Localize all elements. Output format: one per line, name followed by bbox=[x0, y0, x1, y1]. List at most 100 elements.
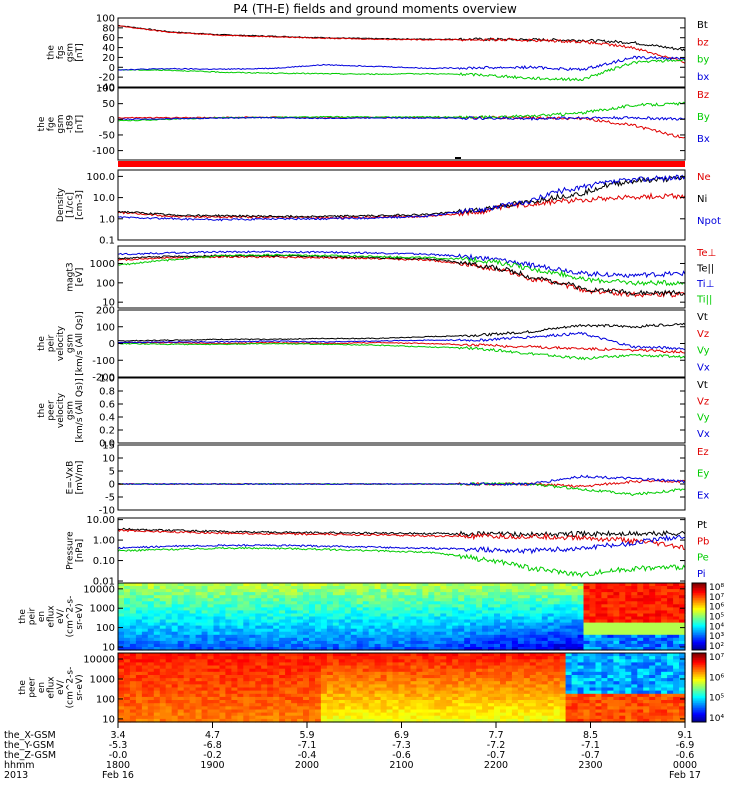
spectrogram-cell bbox=[189, 665, 197, 670]
spectrogram-cell bbox=[147, 715, 155, 720]
spectrogram-cell bbox=[559, 671, 567, 676]
spectrogram-cell bbox=[207, 700, 215, 704]
spectrogram-cell bbox=[607, 700, 614, 704]
spectrogram-cell bbox=[559, 586, 567, 590]
colorbar-segment bbox=[692, 626, 706, 629]
spectrogram-peer_en-ylabel-line: the bbox=[18, 680, 28, 695]
spectrogram-cell bbox=[404, 693, 412, 698]
spectrogram-cell bbox=[279, 653, 286, 657]
spectrogram-cell bbox=[177, 675, 185, 679]
spectrogram-cell bbox=[249, 616, 256, 621]
colorbar-segment bbox=[692, 703, 706, 706]
spectrogram-cell bbox=[511, 607, 519, 611]
spectrogram-cell bbox=[124, 628, 131, 633]
spectrogram-cell bbox=[124, 690, 131, 695]
spectrogram-peir_en-ylabel-line: sr-eV) bbox=[75, 603, 85, 629]
spectrogram-cell bbox=[195, 665, 203, 670]
spectrogram-cell bbox=[601, 622, 608, 627]
spectrogram-cell bbox=[541, 706, 549, 710]
x-axis-tick-label: -7.3 bbox=[392, 740, 411, 751]
spectrogram-cell bbox=[619, 634, 626, 639]
spectrogram-cell bbox=[219, 687, 227, 692]
spectrogram-cell bbox=[201, 640, 209, 645]
spectrogram-cell bbox=[255, 715, 262, 720]
spectrogram-cell bbox=[667, 693, 674, 698]
spectrogram-cell bbox=[404, 656, 412, 660]
spectrogram-cell bbox=[141, 622, 149, 627]
spectrogram-cell bbox=[273, 709, 280, 714]
x-axis-tick-label: 1800 bbox=[106, 760, 130, 771]
spectrogram-cell bbox=[494, 625, 501, 630]
spectrogram-cell bbox=[679, 715, 686, 720]
spectrogram-cell bbox=[559, 628, 567, 633]
spectrogram-cell bbox=[679, 681, 686, 685]
spectrogram-cell bbox=[118, 610, 125, 614]
spectrogram-cell bbox=[643, 583, 650, 587]
spectrogram-cell bbox=[511, 616, 519, 621]
spectrogram-cell bbox=[386, 709, 394, 714]
spectrogram-cell bbox=[541, 665, 549, 670]
spectrogram-cell bbox=[661, 671, 668, 676]
spectrogram-cell bbox=[255, 622, 262, 627]
spectrogram-cell bbox=[428, 598, 435, 602]
spectrogram-cell bbox=[505, 640, 513, 645]
spectrogram-cell bbox=[356, 598, 364, 602]
spectrogram-cell bbox=[237, 662, 244, 667]
spectrogram-cell bbox=[386, 678, 394, 682]
spectrogram-cell bbox=[147, 592, 155, 596]
spectrogram-cell bbox=[201, 709, 209, 714]
spectrogram-cell bbox=[667, 622, 674, 627]
spectrogram-cell bbox=[368, 675, 376, 679]
spectrogram-cell bbox=[494, 665, 501, 670]
panel-fgs-ytick-label: 20 bbox=[102, 53, 115, 64]
spectrogram-cell bbox=[601, 662, 608, 667]
spectrogram-cell bbox=[171, 675, 179, 679]
spectrogram-cell bbox=[141, 610, 149, 614]
spectrogram-cell bbox=[559, 700, 567, 704]
spectrogram-cell bbox=[201, 604, 209, 608]
spectrogram-cell bbox=[249, 643, 256, 648]
spectrogram-cell bbox=[195, 613, 203, 618]
spectrogram-cell bbox=[380, 665, 388, 670]
spectrogram-cell bbox=[243, 643, 250, 648]
spectrogram-cell bbox=[607, 647, 614, 651]
spectrogram-cell bbox=[667, 675, 674, 679]
spectrogram-cell bbox=[207, 659, 215, 663]
spectrogram-cell bbox=[613, 619, 620, 624]
spectrogram-cell bbox=[577, 687, 585, 692]
spectrogram-cell bbox=[649, 656, 656, 660]
spectrogram-cell bbox=[679, 628, 686, 633]
panel-fge-ytick-label: 100 bbox=[96, 84, 115, 95]
spectrogram-cell bbox=[350, 592, 358, 596]
spectrogram-cell bbox=[547, 583, 555, 587]
spectrogram-cell bbox=[195, 706, 203, 710]
spectrogram-cell bbox=[392, 647, 400, 651]
spectrogram-cell bbox=[392, 700, 400, 704]
spectrogram-cell bbox=[416, 637, 423, 642]
spectrogram-cell bbox=[320, 613, 328, 618]
spectrogram-cell bbox=[625, 643, 632, 648]
spectrogram-cell bbox=[338, 610, 346, 614]
spectrogram-cell bbox=[380, 604, 388, 608]
spectrogram-cell bbox=[517, 637, 525, 642]
spectrogram-cell bbox=[416, 709, 423, 714]
spectrogram-cell bbox=[649, 718, 656, 723]
spectrogram-cell bbox=[309, 604, 316, 608]
panel-peir-ytick-label: -100 bbox=[92, 356, 115, 367]
spectrogram-cell bbox=[309, 700, 316, 704]
spectrogram-cell bbox=[297, 671, 304, 676]
spectrogram-cell bbox=[124, 637, 131, 642]
spectrogram-cell bbox=[541, 696, 549, 701]
spectrogram-cell bbox=[237, 610, 244, 614]
spectrogram-cell bbox=[285, 643, 292, 648]
spectrogram-cell bbox=[255, 634, 262, 639]
spectrogram-cell bbox=[470, 687, 477, 692]
spectrogram-cell bbox=[607, 634, 614, 639]
spectrogram-cell bbox=[219, 700, 227, 704]
spectrogram-cell bbox=[159, 589, 167, 593]
x-axis-tick-label: -0.2 bbox=[203, 750, 222, 761]
spectrogram-cell bbox=[309, 681, 316, 685]
spectrogram-cell bbox=[673, 700, 680, 704]
spectrogram-cell bbox=[583, 718, 591, 723]
